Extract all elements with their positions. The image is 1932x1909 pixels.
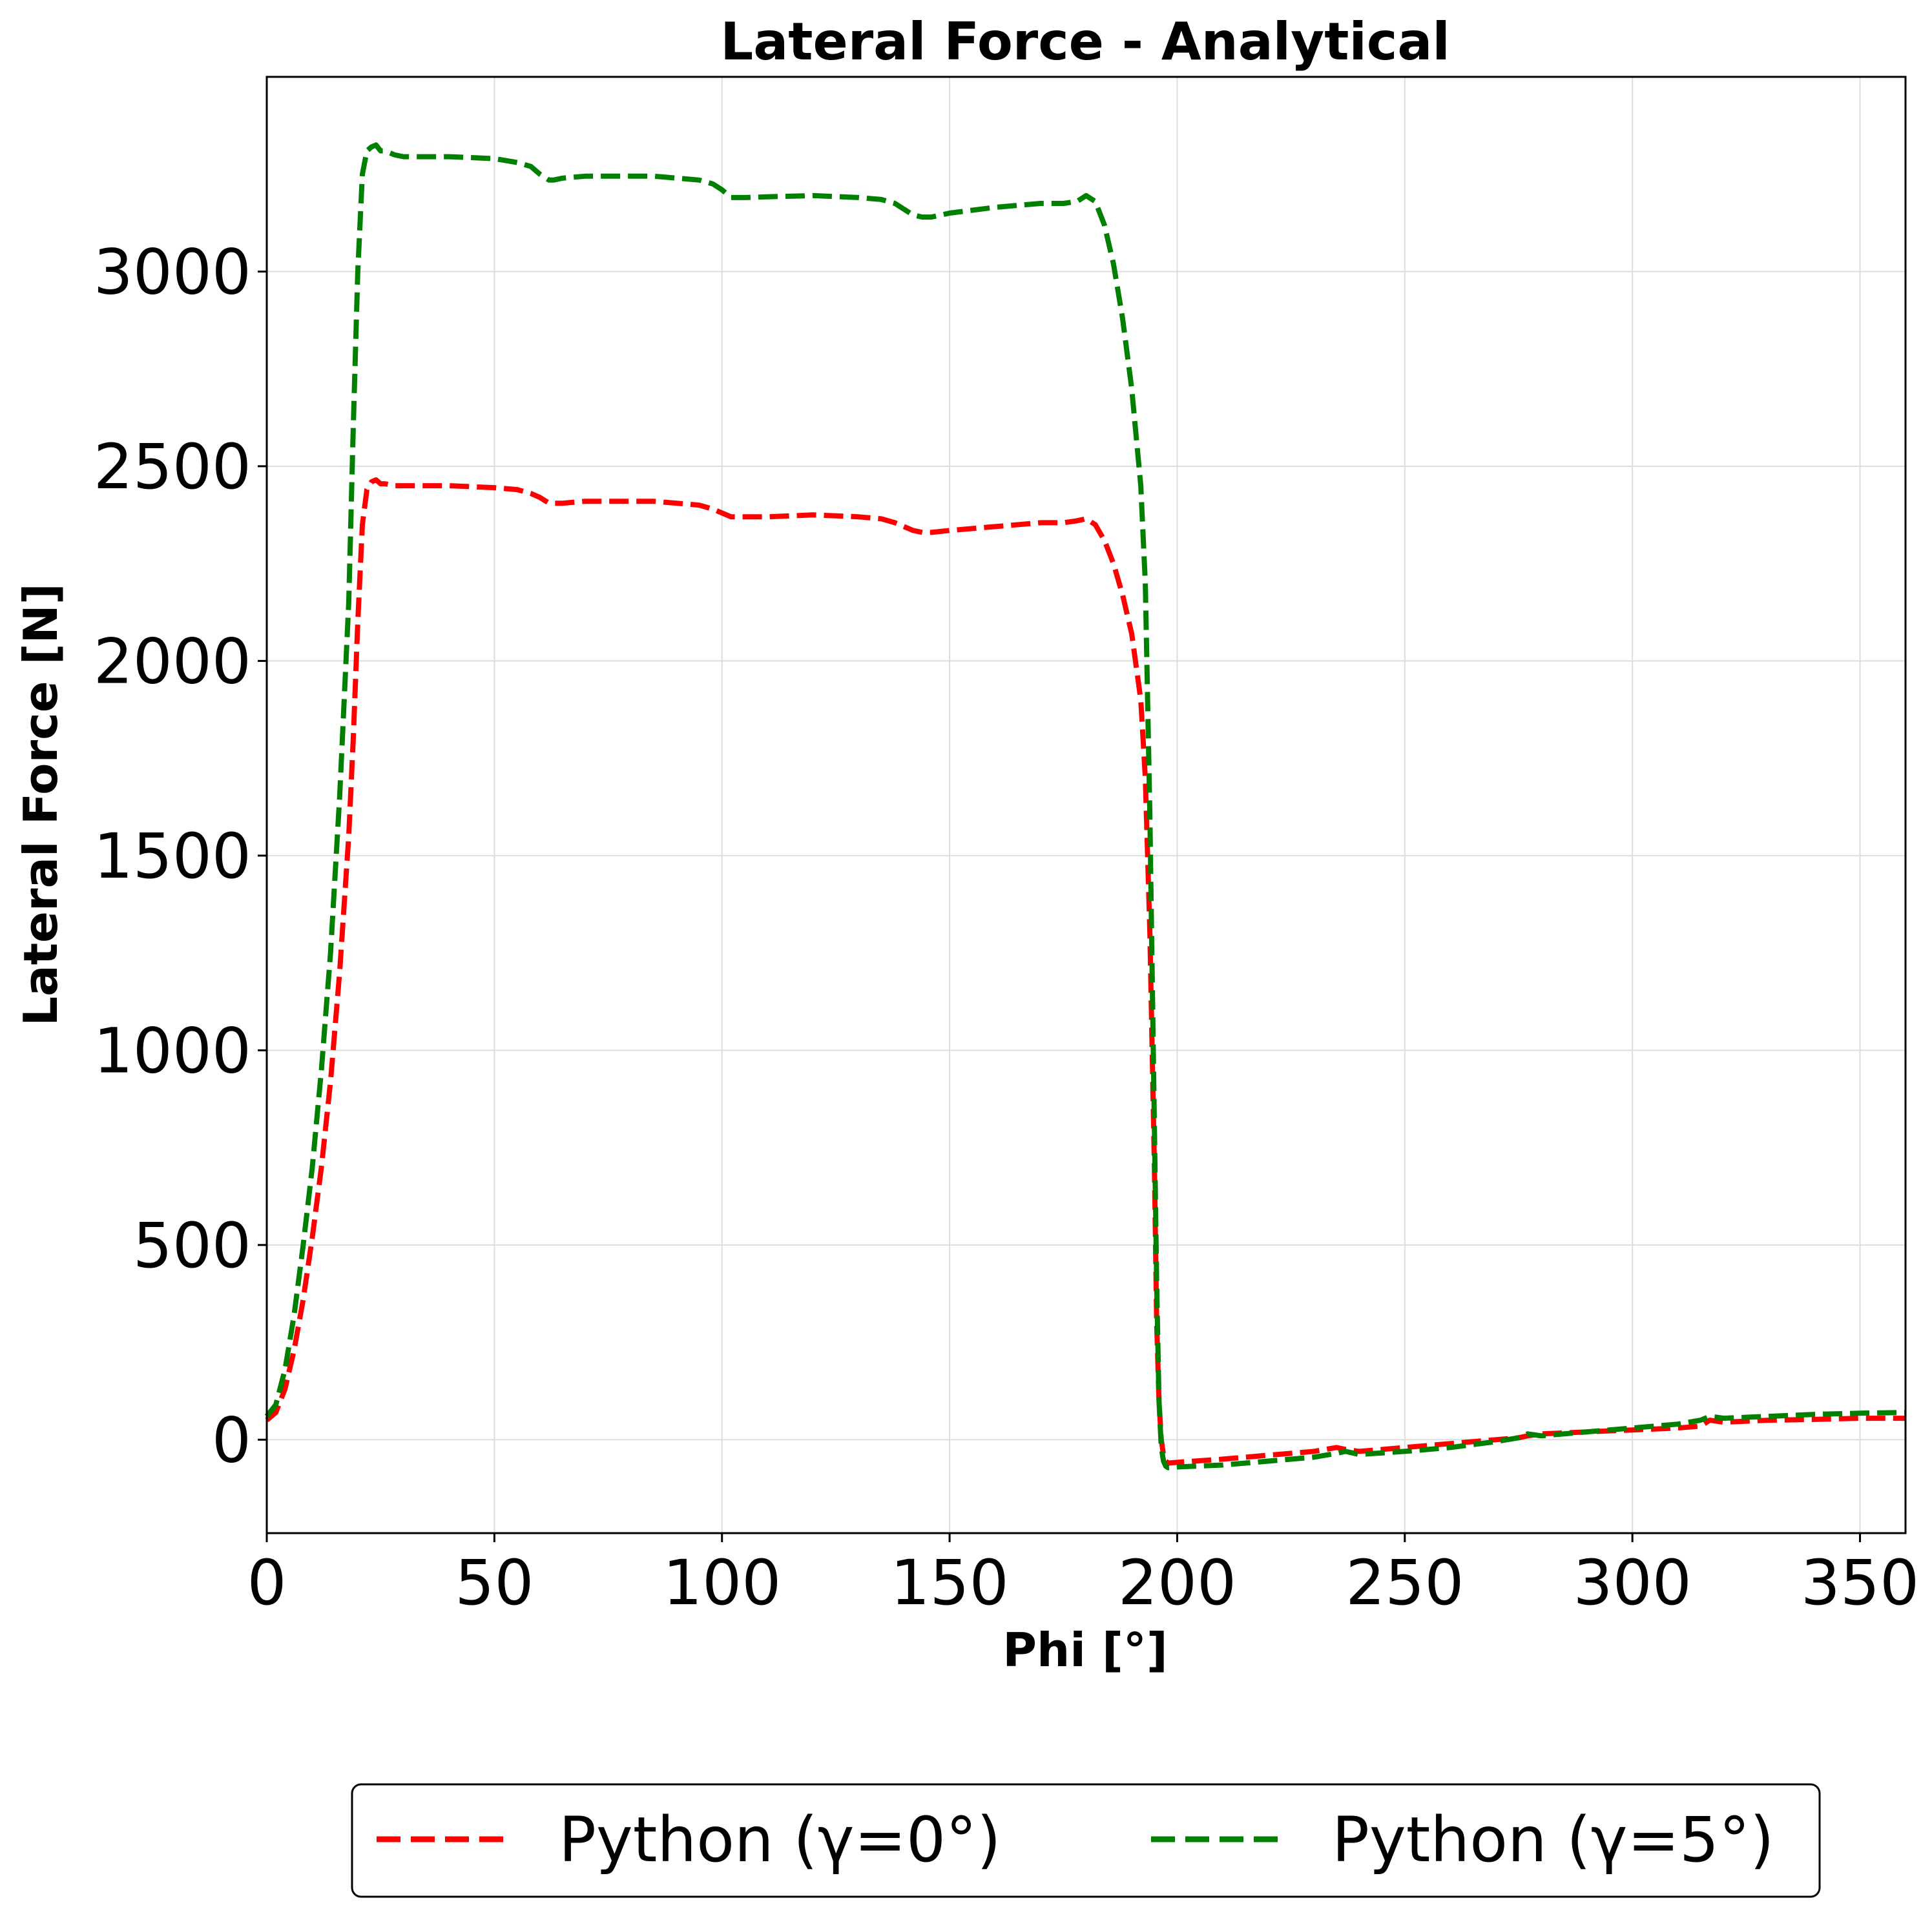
x-axis-ticks: 0 50 100 150 200 250 300 350	[247, 1533, 1919, 1619]
y-tick-label: 1000	[94, 1015, 251, 1087]
legend: Python (γ=0°) Python (γ=5°)	[351, 1783, 1821, 1898]
x-tick-label: 100	[663, 1547, 781, 1619]
series-line-gamma-0	[265, 477, 1906, 1466]
y-tick-label: 3000	[94, 236, 251, 308]
y-tick-label: 0	[212, 1404, 251, 1476]
x-tick-label: 0	[247, 1547, 286, 1619]
grid-lines	[266, 77, 1906, 1533]
x-tick-label: 200	[1118, 1547, 1236, 1619]
x-tick-label: 250	[1345, 1547, 1464, 1619]
y-tick-label: 2000	[94, 625, 251, 697]
x-tick-label: 350	[1801, 1547, 1919, 1619]
plot-series	[264, 142, 1906, 1470]
y-tick-label: 500	[133, 1210, 251, 1282]
x-tick-label: 300	[1574, 1547, 1692, 1619]
legend-label-gamma-5: Python (γ=5°)	[1332, 1804, 1774, 1876]
y-axis-label: Lateral Force [N]	[14, 583, 68, 1026]
series-line-gamma-5	[264, 142, 1906, 1470]
y-tick-label: 1500	[94, 820, 251, 893]
plot-frame	[265, 76, 1907, 1534]
y-tick-label: 2500	[94, 431, 251, 503]
x-axis-label: Phi [°]	[1002, 1623, 1168, 1677]
y-axis-ticks: 0 500 1000 1500 2000 2500 3000	[94, 236, 267, 1476]
chart-title: Lateral Force - Analytical	[720, 12, 1450, 72]
legend-box	[351, 1783, 1821, 1898]
x-tick-label: 150	[890, 1547, 1008, 1619]
legend-label-gamma-0: Python (γ=0°)	[559, 1804, 1001, 1876]
x-tick-label: 50	[455, 1547, 534, 1619]
